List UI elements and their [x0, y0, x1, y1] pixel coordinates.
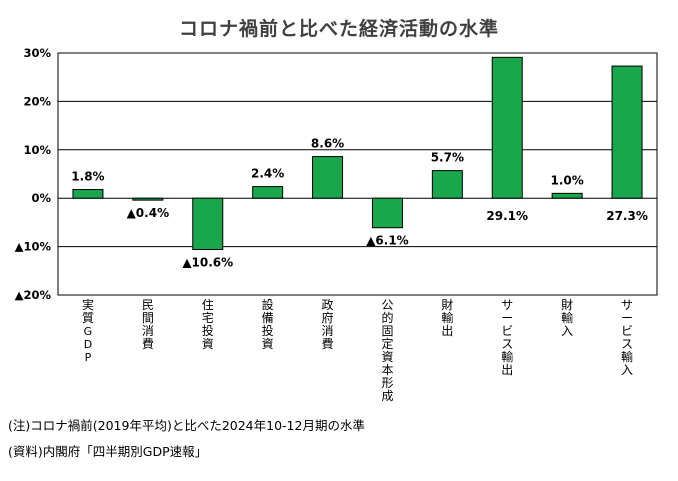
chart-note: (注)コロナ禍前(2019年平均)と比べた2024年10-12月期の水準 — [8, 418, 365, 433]
bar — [491, 56, 523, 199]
y-tick-label: ▲20% — [15, 288, 52, 302]
y-tick-label: 30% — [23, 46, 51, 60]
category-label-char: 出 — [441, 324, 453, 338]
category-label-char: 政 — [322, 298, 334, 312]
category-label-char: 備 — [262, 310, 274, 325]
category-label-char: ス — [501, 337, 513, 351]
category-label-char: 入 — [621, 363, 633, 377]
category-label-char: 設 — [262, 297, 274, 312]
category-label-char: 質 — [82, 310, 94, 325]
category-label-char: ビ — [621, 324, 633, 338]
category-label-char: 消 — [142, 324, 154, 338]
bar — [132, 197, 164, 201]
y-tick-label: 0% — [31, 191, 51, 205]
category-label-char: 資 — [262, 337, 274, 351]
chart-source: (資料)内閣府「四半期別GDP速報」 — [8, 444, 208, 459]
category-label-char: サ — [501, 298, 513, 312]
category-label-char: 間 — [142, 311, 154, 325]
category-label-char: P — [85, 351, 92, 364]
category-label-char: 定 — [381, 336, 393, 351]
bar — [611, 65, 643, 199]
y-tick-label: ▲10% — [15, 240, 52, 254]
category-label-char: 資 — [381, 350, 393, 364]
category-label-char: 成 — [381, 389, 393, 403]
category-label-char: ー — [501, 311, 513, 325]
data-label: 1.8% — [71, 169, 104, 183]
bar — [312, 156, 344, 199]
category-label-char: 形 — [381, 376, 393, 390]
data-label: 8.6% — [311, 137, 344, 151]
bar — [72, 188, 104, 199]
bar — [431, 170, 463, 199]
chart-title: コロナ禍前と比べた経済活動の水準 — [178, 18, 499, 40]
category-label-char: 輸 — [441, 310, 453, 325]
data-label: 2.4% — [251, 167, 284, 181]
category-label-char: 輸 — [501, 349, 513, 364]
category-label-char: ス — [621, 337, 633, 351]
category-label-char: 資 — [202, 337, 214, 351]
category-label-char: D — [84, 338, 92, 351]
category-label-char: サ — [621, 298, 633, 312]
data-label: 27.3% — [606, 209, 648, 223]
category-label-char: 本 — [381, 363, 393, 377]
category-label-char: 費 — [322, 336, 334, 351]
bar — [192, 197, 224, 251]
category-label-char: ビ — [501, 324, 513, 338]
category-label-char: ー — [621, 311, 633, 325]
y-tick-label: 10% — [23, 143, 51, 157]
data-label: 1.0% — [551, 173, 584, 187]
category-label-char: 投 — [202, 323, 214, 338]
data-label: ▲6.1% — [366, 234, 409, 248]
category-label-char: 府 — [322, 310, 334, 325]
y-tick-label: 20% — [23, 94, 51, 108]
category-label-char: 財 — [561, 297, 573, 312]
category-label-char: 民 — [142, 298, 154, 312]
category-label-char: G — [84, 325, 93, 338]
category-label-char: 入 — [561, 324, 573, 338]
category-label-char: 投 — [262, 323, 274, 338]
data-label: 5.7% — [431, 151, 464, 165]
category-label-char: 実 — [82, 297, 94, 312]
bar — [551, 192, 583, 199]
category-label-char: 財 — [441, 297, 453, 312]
category-label-char: 輸 — [621, 349, 633, 364]
data-label: ▲10.6% — [182, 256, 233, 270]
category-label-char: 公 — [381, 298, 393, 312]
category-label-char: 住 — [202, 298, 214, 312]
category-label-char: 的 — [381, 310, 393, 325]
data-label: 29.1% — [486, 209, 528, 223]
bar — [252, 186, 284, 199]
category-label-char: 消 — [322, 324, 334, 338]
category-label-char: 固 — [381, 324, 393, 338]
category-label-char: 輸 — [561, 310, 573, 325]
data-label: ▲0.4% — [127, 206, 170, 220]
plot-area — [57, 52, 658, 296]
category-label-char: 出 — [501, 363, 513, 377]
category-label-char: 宅 — [202, 310, 214, 325]
category-label-char: 費 — [142, 336, 154, 351]
bar — [371, 197, 403, 229]
